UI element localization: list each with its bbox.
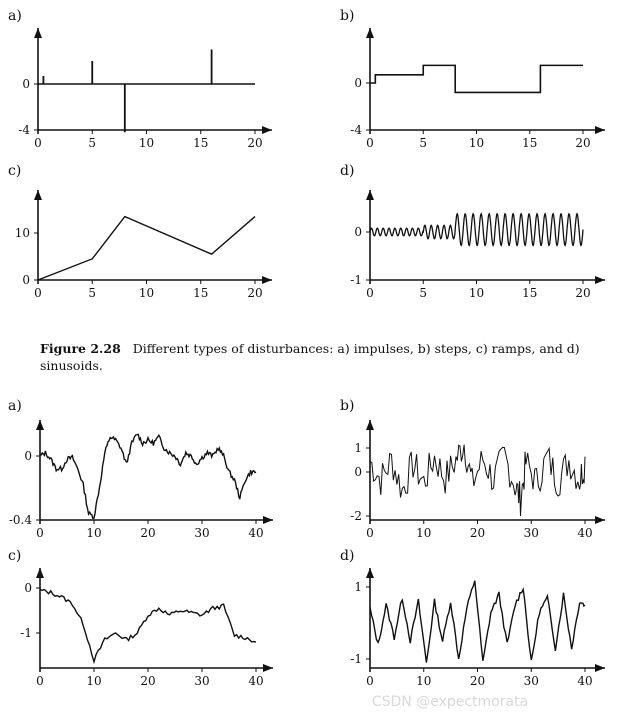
- y-tick-label-top-d-1: -1: [350, 273, 362, 287]
- x-tick-label-top-c-1: 5: [88, 286, 96, 300]
- y-tick-label-top-c-0: 0: [22, 273, 30, 287]
- x-tick-label-bot-d-3: 30: [524, 674, 539, 688]
- y-tick-label-bot-a-1: -0.4: [9, 513, 33, 527]
- watermark-text: CSDN @expectmorata: [372, 694, 528, 710]
- x-tick-label-top-b-1: 5: [419, 136, 427, 150]
- x-tick-label-bot-b-1: 10: [416, 526, 431, 540]
- series-line-bot-b: [369, 444, 586, 517]
- x-tick-label-bot-c-4: 40: [248, 674, 263, 688]
- y-axis-arrow-top-c: [34, 190, 42, 200]
- x-tick-label-bot-a-3: 30: [194, 526, 209, 540]
- x-axis-arrow-bot-d: [595, 664, 605, 672]
- x-tick-label-bot-c-0: 0: [36, 674, 44, 688]
- x-tick-label-bot-b-0: 0: [366, 526, 374, 540]
- y-axis-arrow-top-d: [366, 190, 374, 200]
- y-tick-label-bot-a-0: 0: [24, 449, 32, 463]
- x-tick-label-top-a-4: 20: [247, 136, 262, 150]
- y-tick-label-top-a-1: -4: [18, 123, 30, 137]
- y-axis-arrow-top-a: [34, 28, 42, 38]
- y-tick-label-top-c-1: 10: [15, 226, 30, 240]
- x-tick-label-top-d-1: 5: [419, 286, 427, 300]
- x-tick-label-top-d-0: 0: [366, 286, 374, 300]
- x-tick-label-top-c-0: 0: [34, 286, 42, 300]
- panel-label-bot-d: d): [340, 548, 354, 564]
- y-axis-arrow-bot-c: [36, 568, 44, 578]
- x-tick-label-top-c-2: 10: [139, 286, 154, 300]
- y-tick-label-bot-d-0: 1: [354, 580, 362, 594]
- caption-text: Different types of disturbances: a) impu…: [40, 341, 580, 373]
- x-tick-label-bot-d-4: 40: [577, 674, 592, 688]
- caption-label: Figure 2.28: [40, 341, 121, 356]
- x-tick-label-bot-a-4: 40: [248, 526, 263, 540]
- y-tick-label-bot-b-1: 0: [354, 465, 362, 479]
- y-tick-label-top-d-0: 0: [354, 225, 362, 239]
- x-tick-label-bot-d-0: 0: [366, 674, 374, 688]
- y-axis-arrow-bot-d: [366, 568, 374, 578]
- panel-label-top-b: b): [340, 8, 354, 24]
- x-tick-label-bot-c-1: 10: [86, 674, 101, 688]
- series-line-bot-a: [39, 433, 257, 520]
- x-tick-label-bot-d-1: 10: [416, 674, 431, 688]
- y-tick-label-bot-b-2: -2: [350, 509, 362, 523]
- panel-label-top-d: d): [340, 163, 354, 179]
- x-tick-label-top-a-3: 15: [193, 136, 208, 150]
- x-tick-label-bot-b-2: 20: [470, 526, 485, 540]
- y-axis-arrow-bot-b: [366, 420, 374, 430]
- y-axis-arrow-bot-a: [36, 420, 44, 430]
- panel-label-bot-a: a): [8, 398, 22, 414]
- series-line-top-b: [370, 64, 583, 94]
- series-line-top-d: [369, 212, 584, 247]
- x-tick-label-bot-b-3: 30: [524, 526, 539, 540]
- x-tick-label-bot-d-2: 20: [470, 674, 485, 688]
- x-axis-arrow-bot-b: [595, 516, 605, 524]
- x-tick-label-bot-c-2: 20: [140, 674, 155, 688]
- x-axis-arrow-top-a: [262, 126, 272, 134]
- x-tick-label-top-d-3: 15: [522, 286, 537, 300]
- series-line-top-c: [37, 215, 256, 281]
- x-tick-label-top-a-0: 0: [34, 136, 42, 150]
- x-tick-label-top-b-2: 10: [469, 136, 484, 150]
- x-tick-label-top-c-3: 15: [193, 286, 208, 300]
- x-tick-label-top-d-4: 20: [575, 286, 590, 300]
- panel-label-bot-c: c): [8, 548, 21, 564]
- y-tick-label-bot-b-0: 1: [354, 441, 362, 455]
- x-tick-label-bot-a-2: 20: [140, 526, 155, 540]
- y-tick-label-bot-c-1: -1: [20, 626, 32, 640]
- y-tick-label-top-b-1: -4: [350, 123, 362, 137]
- x-axis-arrow-top-d: [595, 276, 605, 284]
- panel-label-bot-b: b): [340, 398, 354, 414]
- y-axis-arrow-top-b: [366, 28, 374, 38]
- x-axis-arrow-top-b: [595, 126, 605, 134]
- y-tick-label-top-b-0: 0: [354, 76, 362, 90]
- figure-caption: Figure 2.28 Different types of disturban…: [40, 340, 615, 374]
- x-tick-label-bot-c-3: 30: [194, 674, 209, 688]
- y-tick-label-top-a-0: 0: [22, 77, 30, 91]
- x-axis-arrow-top-c: [262, 276, 272, 284]
- x-tick-label-top-a-2: 10: [139, 136, 154, 150]
- x-tick-label-top-c-4: 20: [247, 286, 262, 300]
- panel-label-top-c: c): [8, 163, 21, 179]
- x-axis-arrow-bot-a: [263, 516, 273, 524]
- x-tick-label-top-a-1: 5: [88, 136, 96, 150]
- x-axis-arrow-bot-c: [263, 664, 273, 672]
- y-tick-label-bot-d-1: -1: [350, 652, 362, 666]
- series-line-bot-d: [369, 580, 586, 663]
- x-tick-label-bot-b-4: 40: [577, 526, 592, 540]
- x-tick-label-bot-a-1: 10: [86, 526, 101, 540]
- y-tick-label-bot-c-0: 0: [24, 581, 32, 595]
- x-tick-label-top-d-2: 10: [469, 286, 484, 300]
- series-line-bot-c: [39, 588, 257, 665]
- panel-label-top-a: a): [8, 8, 22, 24]
- x-tick-label-bot-a-0: 0: [36, 526, 44, 540]
- x-tick-label-top-b-3: 15: [522, 136, 537, 150]
- x-tick-label-top-b-0: 0: [366, 136, 374, 150]
- x-tick-label-top-b-4: 20: [575, 136, 590, 150]
